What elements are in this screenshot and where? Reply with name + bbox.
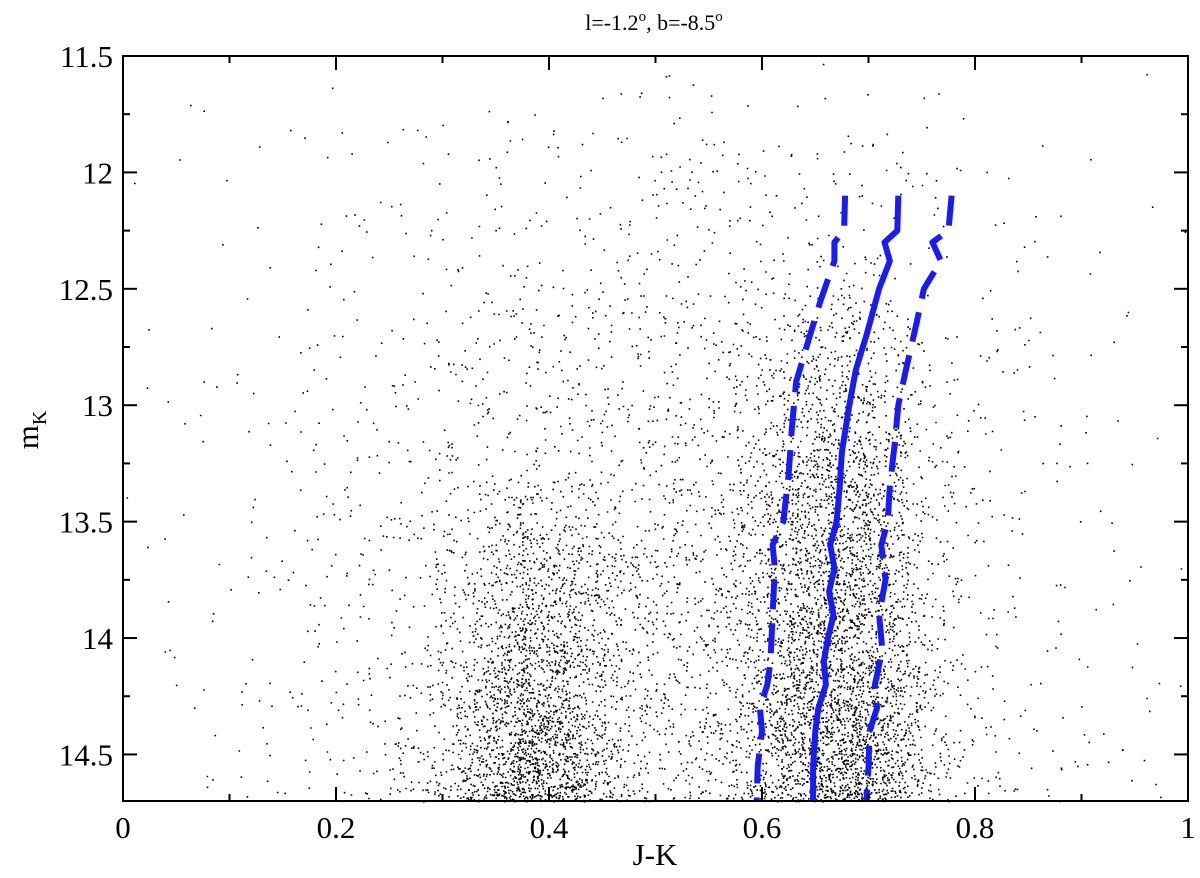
x-tick-label: 0.2 bbox=[317, 810, 356, 845]
x-axis-title: J-K bbox=[633, 837, 678, 872]
ridge-solid-line bbox=[810, 195, 902, 801]
y-tick-label: 12 bbox=[82, 155, 113, 190]
x-tick-label: 1 bbox=[1180, 810, 1196, 845]
y-axis-title: mK bbox=[10, 410, 51, 449]
x-tick-label: 0.4 bbox=[530, 810, 569, 845]
y-tick-label: 14.5 bbox=[59, 737, 113, 772]
x-axis: 0 0.2 0.4 0.6 0.8 1 bbox=[115, 56, 1196, 845]
x-tick-label: 0.8 bbox=[956, 810, 995, 845]
ridge-lines bbox=[753, 195, 955, 802]
plot-frame bbox=[122, 55, 1189, 802]
y-axis: 11.5 12 12.5 13 13.5 14 14.5 bbox=[59, 39, 1188, 772]
y-tick-label: 13 bbox=[82, 388, 113, 423]
scatter-point-cloud bbox=[126, 63, 1187, 803]
title-sup2: o bbox=[715, 9, 723, 25]
title-sup1: o bbox=[639, 9, 647, 25]
y-tick-label: 14 bbox=[82, 621, 114, 656]
y-tick-label: 11.5 bbox=[60, 39, 113, 74]
y-axis-title-sub: K bbox=[29, 410, 51, 425]
y-axis-title-main: m bbox=[10, 425, 45, 449]
title-main: l=-1.2 bbox=[585, 10, 638, 35]
title-mid: , b=-8.5 bbox=[646, 10, 715, 35]
chart-title: l=-1.2o, b=-8.5o bbox=[585, 9, 723, 35]
scatter-points bbox=[126, 63, 1187, 803]
x-tick-label: 0 bbox=[115, 810, 131, 845]
ridge-dashed-line bbox=[863, 195, 955, 802]
ridge-dashed-line bbox=[753, 195, 849, 802]
y-tick-label: 13.5 bbox=[59, 505, 113, 540]
x-tick-label: 0.6 bbox=[743, 810, 782, 845]
y-tick-label: 12.5 bbox=[59, 272, 113, 307]
